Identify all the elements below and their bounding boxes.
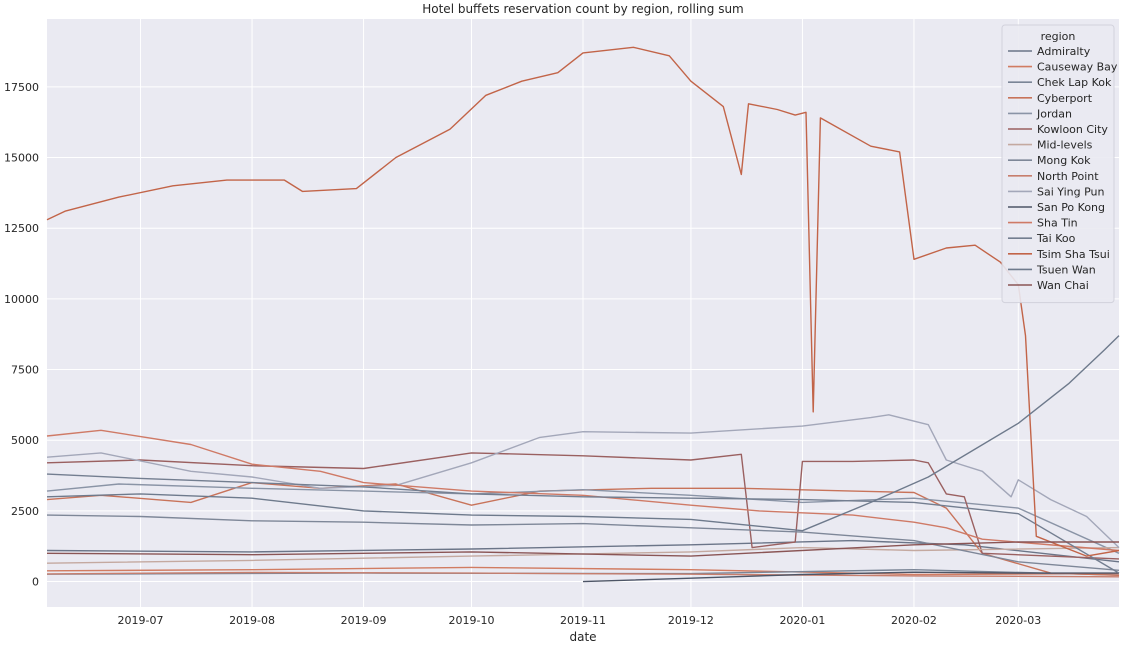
legend-label: Mong Kok — [1037, 154, 1091, 167]
y-tick-label: 17500 — [4, 81, 39, 94]
legend-label: Wan Chai — [1037, 279, 1089, 292]
series-line-mong-kok — [46, 514, 1120, 571]
legend-box — [1001, 24, 1115, 304]
legend-label: North Point — [1037, 170, 1099, 183]
x-tick-label: 2020-01 — [779, 614, 825, 627]
y-tick-label: 7500 — [11, 364, 39, 377]
legend-label: Tai Koo — [1036, 232, 1076, 245]
x-tick-label: 2019-08 — [229, 614, 275, 627]
legend-label: Mid-levels — [1037, 139, 1093, 152]
grid-lines — [47, 19, 1119, 607]
chart-title: Hotel buffets reservation count by regio… — [422, 2, 744, 16]
series-line-jordan — [46, 483, 1120, 554]
legend-label: Kowloon City — [1037, 123, 1108, 136]
legend-label: Tsim Sha Tsui — [1036, 248, 1110, 261]
x-tick-label: 2019-12 — [668, 614, 714, 627]
series-line-kowloon-city — [46, 452, 1120, 560]
series-lines — [46, 46, 1120, 583]
series-line-sai-ying-pun — [46, 414, 1120, 549]
legend-label: Chek Lap Kok — [1037, 76, 1112, 89]
series-line-sha-tin — [46, 429, 1120, 552]
series-line-san-po-kong — [582, 571, 1119, 583]
y-tick-label: 2500 — [11, 505, 39, 518]
y-tick-label: 10000 — [4, 293, 39, 306]
y-tick-label: 12500 — [4, 222, 39, 235]
x-axis-label: date — [569, 630, 596, 644]
series-line-tsuen-wan — [46, 335, 1120, 532]
series-line-tai-koo — [46, 473, 1120, 574]
axes: 0 2500 5000 7500 10000 12500 15000 17500 2019-07… — [4, 81, 1041, 627]
legend-title: region — [1041, 30, 1076, 43]
x-tick-label: 2019-09 — [341, 614, 387, 627]
series-line-mid-levels — [46, 546, 1120, 564]
legend-label: Cyberport — [1037, 92, 1093, 105]
series-line-wan-chai — [46, 541, 1119, 557]
legend-label: Sha Tin — [1037, 217, 1078, 230]
legend-label: Tsuen Wan — [1036, 263, 1096, 276]
x-tick-label: 2020-03 — [995, 614, 1041, 627]
series-line-tsim-sha-tsui — [46, 46, 1120, 557]
y-tick-label: 0 — [32, 576, 39, 589]
series-line-north-point — [46, 571, 1120, 578]
legend-label: Causeway Bay — [1037, 61, 1118, 74]
x-tick-label: 2020-02 — [891, 614, 937, 627]
legend-label: Sai Ying Pun — [1037, 185, 1105, 198]
legend: region Admiralty Causeway Bay Chek Lap Kok C… — [1001, 24, 1118, 304]
legend-label: Jordan — [1036, 107, 1072, 120]
x-tick-label: 2019-11 — [560, 614, 606, 627]
x-tick-label: 2019-10 — [448, 614, 494, 627]
y-tick-label: 5000 — [11, 434, 39, 447]
series-line-causeway-bay — [46, 566, 1120, 576]
legend-label: San Po Kong — [1037, 201, 1105, 214]
x-tick-label: 2019-07 — [118, 614, 164, 627]
series-line-admiralty — [46, 539, 1120, 563]
legend-label: Admiralty — [1037, 45, 1091, 58]
y-tick-label: 15000 — [4, 152, 39, 165]
